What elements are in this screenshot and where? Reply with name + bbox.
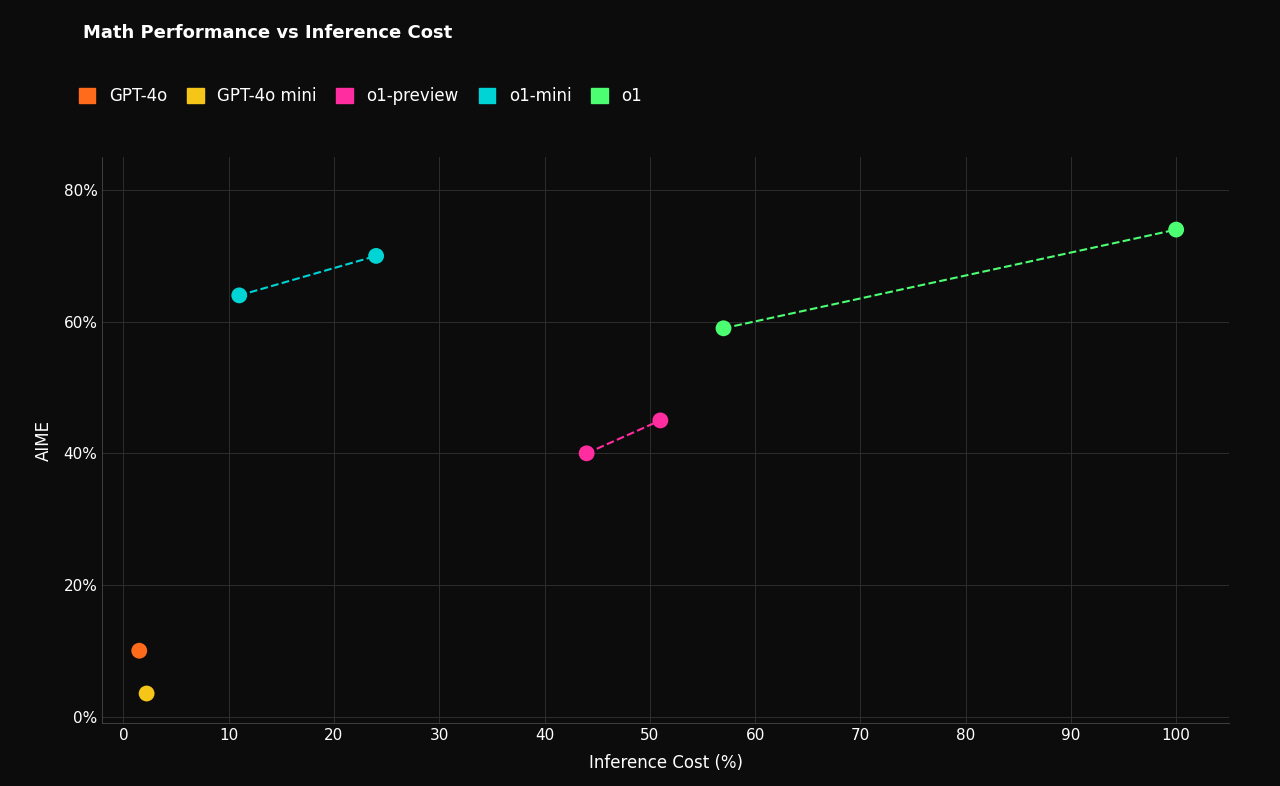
Y-axis label: AIME: AIME xyxy=(35,420,52,461)
Point xyxy=(366,250,387,263)
Point xyxy=(1166,223,1187,236)
Legend: GPT-4o, GPT-4o mini, o1-preview, o1-mini, o1: GPT-4o, GPT-4o mini, o1-preview, o1-mini… xyxy=(79,87,643,105)
X-axis label: Inference Cost (%): Inference Cost (%) xyxy=(589,754,742,772)
Point xyxy=(137,687,157,700)
Point xyxy=(650,414,671,427)
Text: Math Performance vs Inference Cost: Math Performance vs Inference Cost xyxy=(83,24,452,42)
Point xyxy=(129,645,150,657)
Point xyxy=(576,447,596,460)
Point xyxy=(229,289,250,302)
Point xyxy=(713,322,733,335)
